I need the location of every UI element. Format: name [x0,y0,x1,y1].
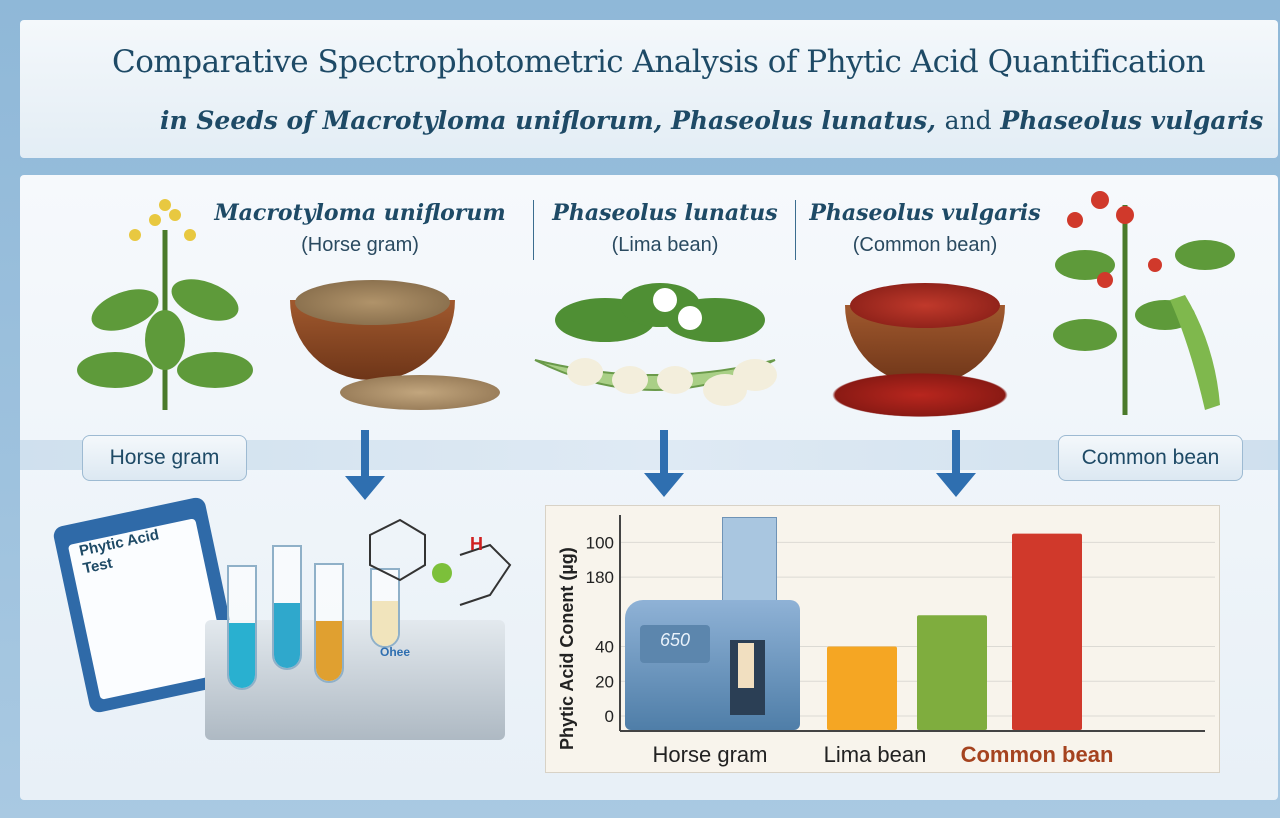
y-axis-label: Phytic Acid Conent (µg) [557,547,577,750]
title-line2: in Seeds of Macrotyloma uniflorum, Phase… [160,106,1263,135]
y-tick-label: 20 [595,672,614,691]
x-category-label: Common bean [961,742,1114,767]
test-tube-cyan [272,545,302,670]
horse-gram-seeds [295,280,450,325]
instrument-lid [722,517,777,602]
label-horse-gram: Horse gram [82,435,247,481]
label-common-bean: Common bean [1058,435,1243,481]
divider [533,200,534,260]
title-panel: Comparative Spectrophotometric Analysis … [20,20,1278,158]
instrument-brand: Ohee [380,645,411,659]
common-bean-plant-illustration [1053,191,1235,415]
lima-bean-illustration [534,283,777,406]
title-species3: Phaseolus vulgaris [1000,106,1264,135]
y-tick-label: 180 [586,568,614,587]
test-tube-cream [370,568,400,648]
test-tube-orange [314,563,344,683]
y-tick-label: 0 [605,707,614,726]
title-species1: Macrotyloma uniflorum, [322,106,663,135]
y-tick-label: 40 [595,638,614,657]
bar-common-bean [1012,533,1082,730]
species-scientific: Phaseolus vulgaris [809,200,1041,226]
molecule-structure-icon: H [369,518,512,606]
species-common: (Horse gram) [301,234,419,256]
x-category-label: Horse gram [653,742,768,767]
species-scientific: Phaseolus lunatus [552,200,778,226]
svg-text:H: H [470,534,483,554]
instrument-display: 650 [640,625,710,663]
horse-gram-loose-seeds [340,375,500,410]
common-bean-loose-seeds [820,370,1020,420]
bar-lima-bean [917,615,987,730]
common-bean-seeds [850,283,1000,328]
species-lima-bean: Phaseolus lunatus (Lima bean) [540,200,790,257]
instrument-body [625,600,800,730]
species-common-bean: Phaseolus vulgaris (Common bean) [800,200,1050,257]
title-species2: Phaseolus lunatus, [671,106,936,135]
divider [795,200,796,260]
x-category-label: Lima bean [824,742,927,767]
horse-gram-plant-illustration [77,199,253,410]
phytic-acid-bar-chart: 0 20 40 180 100 Phytic Acid Conent (µg) Horse … [557,515,1215,767]
species-horse-gram: Macrotyloma uniflorum (Horse gram) [210,200,510,257]
species-common: (Lima bean) [611,234,719,256]
title-and: and [944,106,992,135]
title-prefix: in Seeds of [160,106,323,135]
spectrophotometer-illustration: 650 [625,515,800,730]
title-line1: Comparative Spectrophotometric Analysis … [112,44,1206,80]
bar-horse-gram [827,646,897,730]
y-tick-label: 100 [586,533,614,552]
test-tube-blue [227,565,257,690]
species-scientific: Macrotyloma uniflorum [214,200,506,226]
cuvette [738,643,754,688]
species-common: (Common bean) [852,234,998,256]
